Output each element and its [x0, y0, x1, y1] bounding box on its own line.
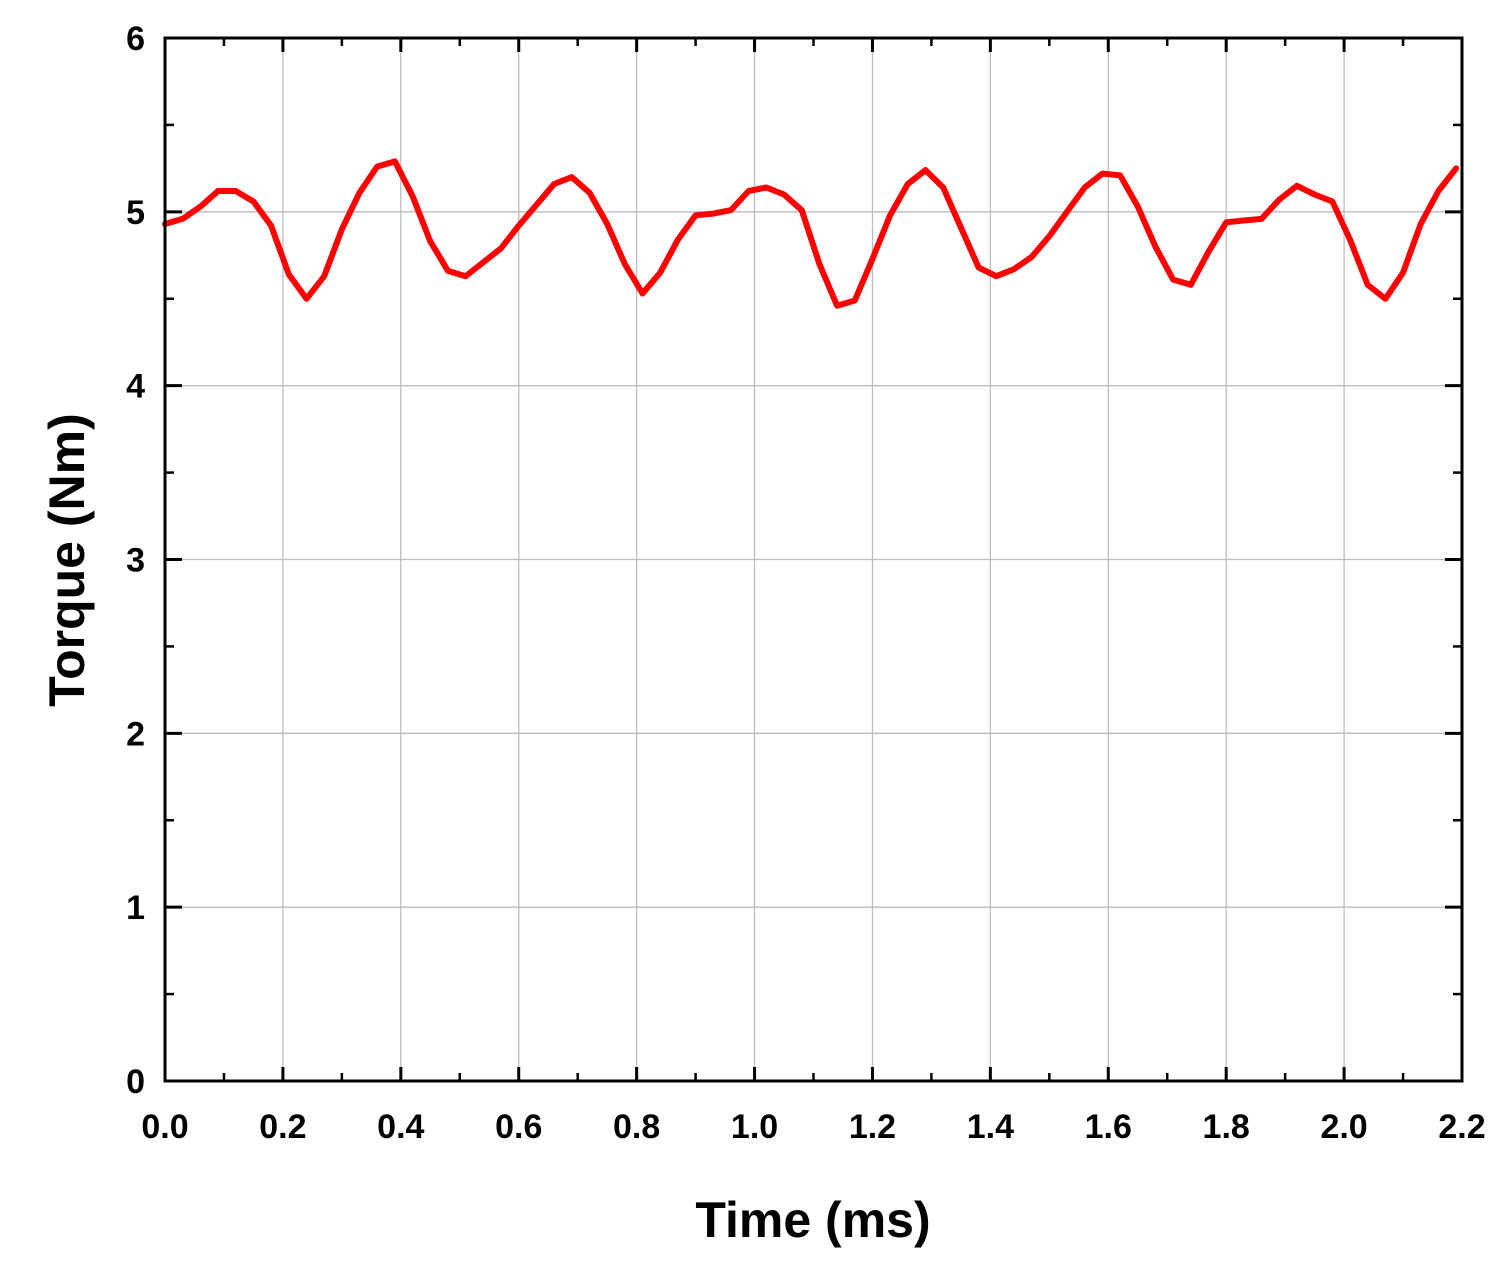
y-axis-title: Torque (Nm)	[39, 413, 95, 706]
x-tick-label: 0.0	[141, 1108, 188, 1146]
x-tick-label: 0.8	[613, 1108, 660, 1146]
tick-labels: 0.0 0.2 0.4 0.6 0.8 1.0 1.2 1.4 1.6 1.8 2.0 2.2 0 1 2 3…	[126, 20, 1486, 1146]
x-tick-label: 1.0	[731, 1108, 778, 1146]
x-axis-title: Time (ms)	[695, 1192, 930, 1248]
x-tick-label: 1.8	[1203, 1108, 1250, 1146]
y-tick-label: 5	[126, 194, 145, 232]
y-tick-label: 0	[126, 1063, 145, 1101]
x-tick-label: 0.4	[377, 1108, 424, 1146]
y-tick-label: 2	[126, 715, 145, 753]
x-tick-label: 0.2	[259, 1108, 306, 1146]
series-group	[162, 158, 1460, 309]
y-tick-label: 6	[126, 20, 145, 58]
y-tick-label: 3	[126, 542, 145, 580]
x-tick-label: 2.0	[1320, 1108, 1367, 1146]
y-tick-label: 4	[126, 368, 145, 406]
y-tick-label: 1	[126, 889, 145, 927]
torque-series-line	[162, 158, 1460, 309]
grid	[165, 38, 1462, 1081]
x-tick-label: 0.6	[495, 1108, 542, 1146]
x-tick-label: 1.6	[1085, 1108, 1132, 1146]
ticks	[163, 36, 1464, 1083]
x-tick-label: 1.4	[967, 1108, 1014, 1146]
x-tick-label: 2.2	[1438, 1108, 1485, 1146]
x-tick-label: 1.2	[849, 1108, 896, 1146]
